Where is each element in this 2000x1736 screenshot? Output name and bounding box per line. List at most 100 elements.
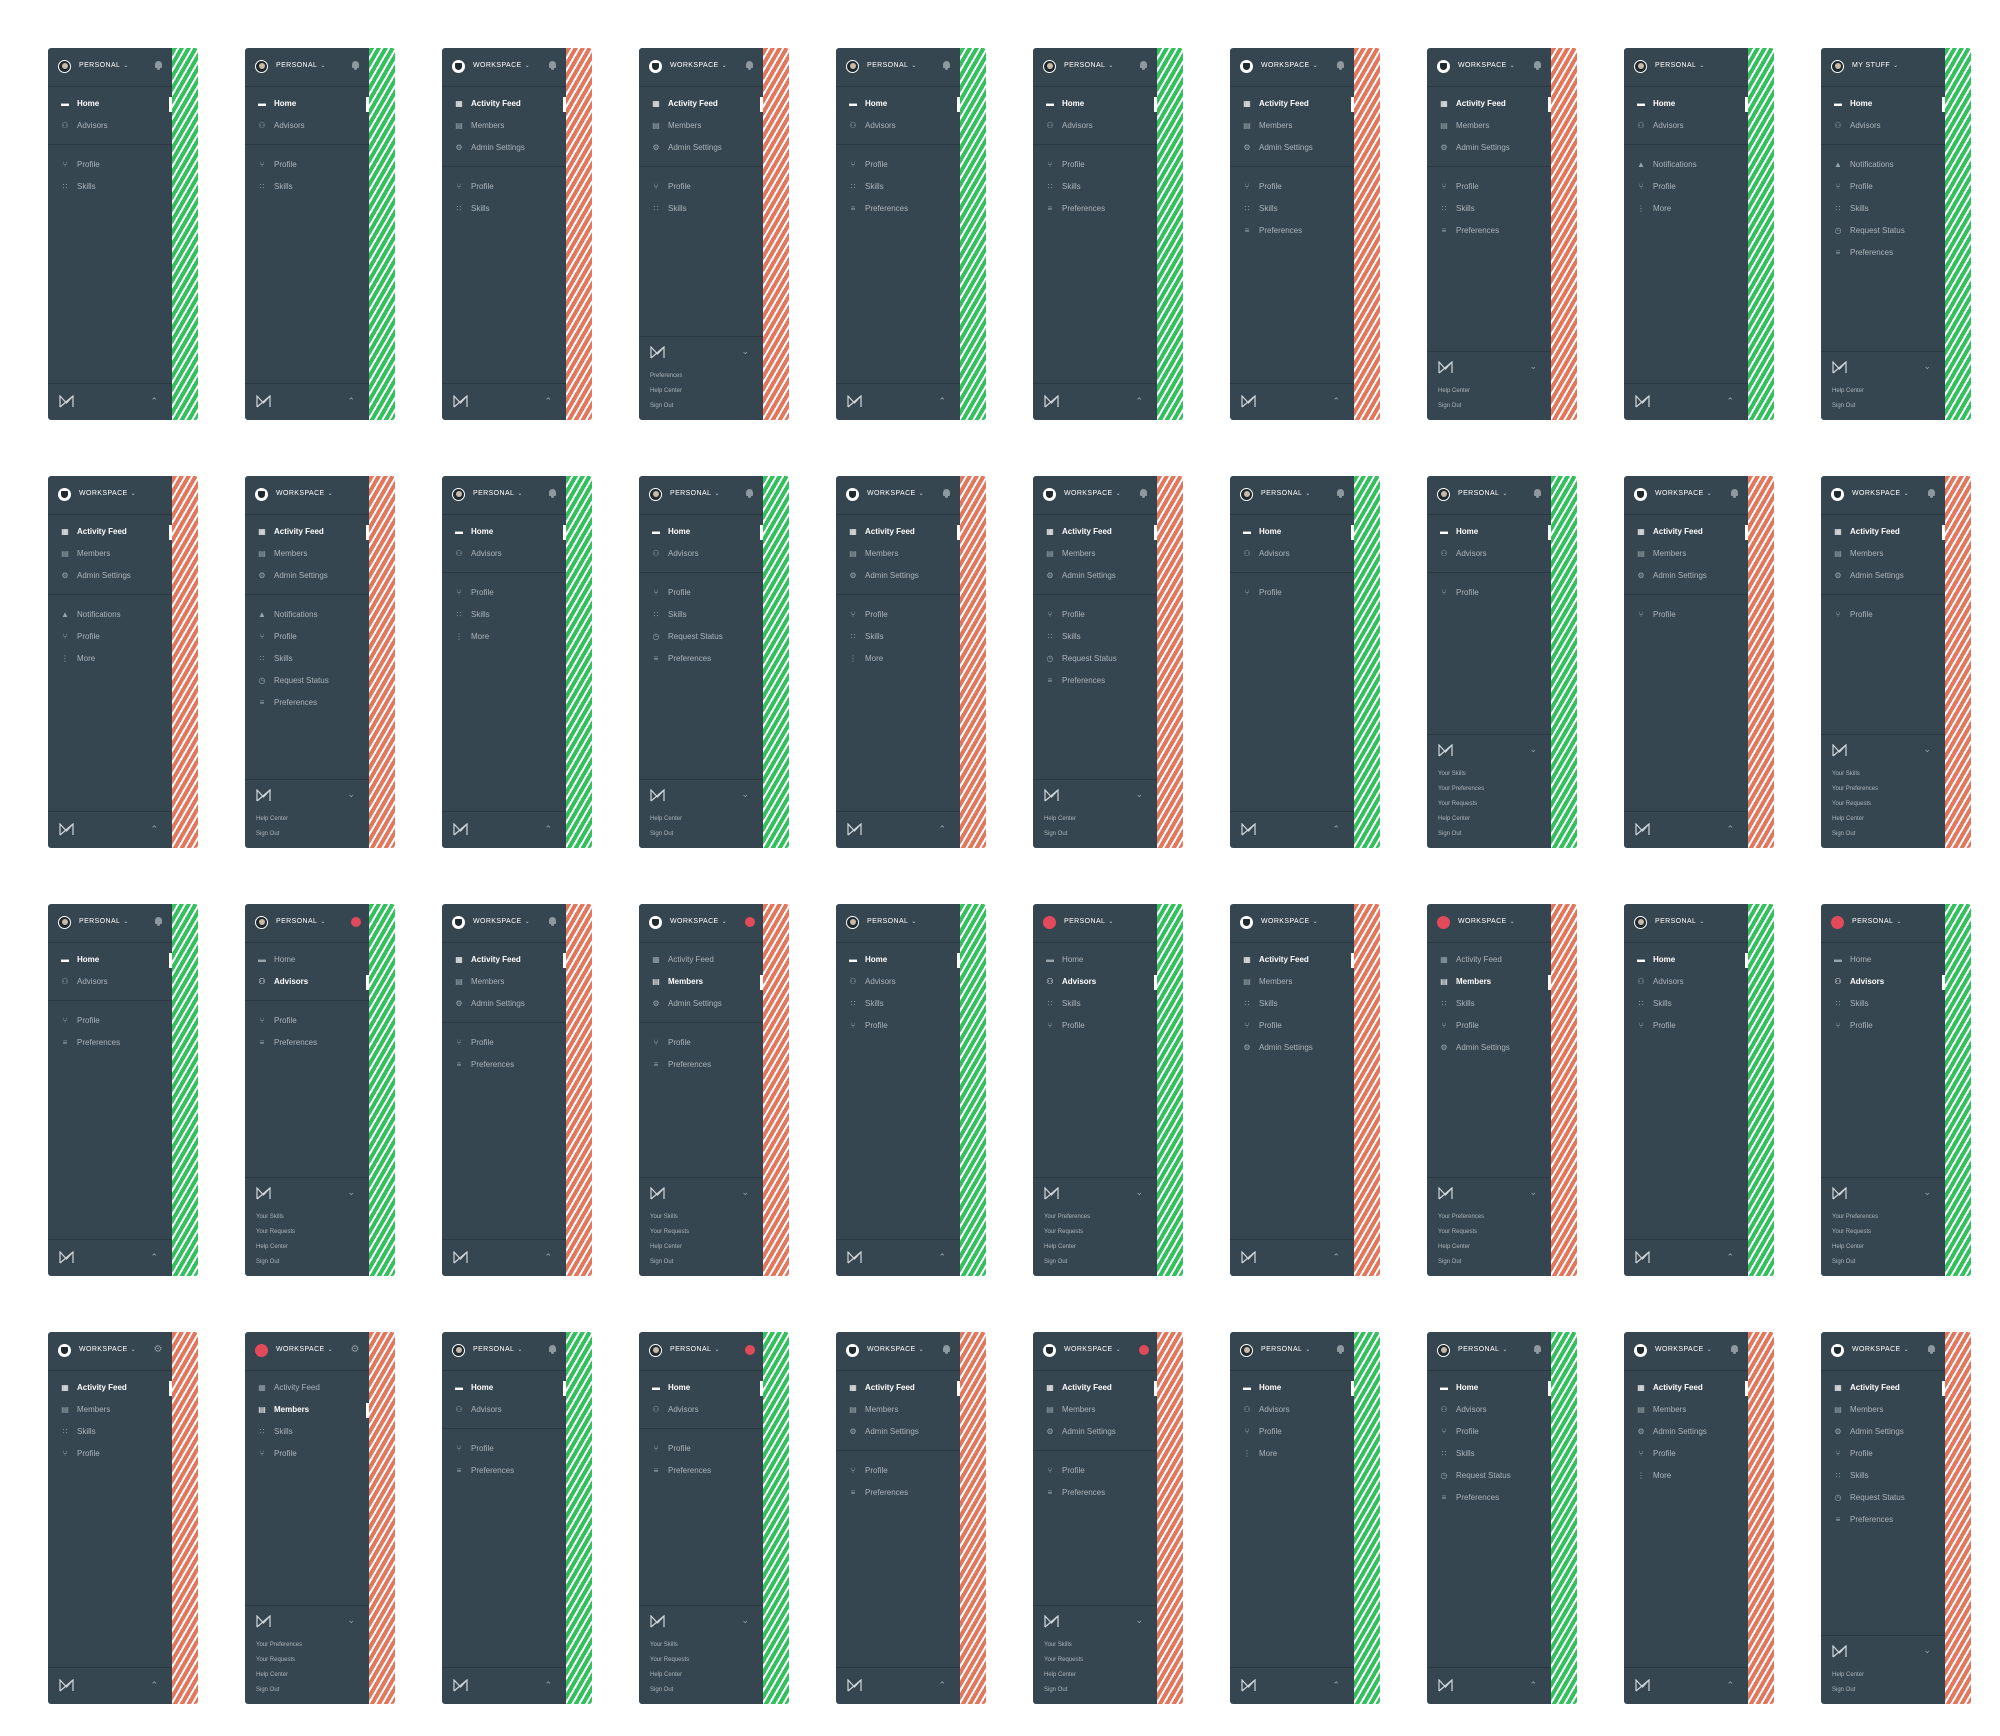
- chevron-up-icon[interactable]: ⌃: [1332, 1252, 1340, 1262]
- chevron-down-icon[interactable]: ⌄: [1529, 1187, 1537, 1197]
- nav-item-profile[interactable]: ⑂ Profile: [48, 1013, 172, 1031]
- menu-item-help-center[interactable]: Help Center: [1044, 1672, 1077, 1678]
- nav-item-admin-settings[interactable]: ⚙ Admin Settings: [1033, 568, 1157, 586]
- nav-item-advisors[interactable]: ⚇ Advisors: [836, 118, 960, 136]
- nav-item-activity-feed[interactable]: ▦ Activity Feed: [245, 1380, 369, 1398]
- nav-item-members[interactable]: ▤ Members: [1821, 1402, 1945, 1420]
- nav-item-home[interactable]: ▬ Home: [1427, 524, 1551, 542]
- notification-badge[interactable]: [745, 1345, 755, 1355]
- bell-icon[interactable]: [548, 61, 557, 70]
- chevron-up-icon[interactable]: ⌃: [1332, 396, 1340, 406]
- menu-item-your-preferences[interactable]: Your Preferences: [256, 1642, 303, 1648]
- nav-item-activity-feed[interactable]: ▦ Activity Feed: [1033, 1380, 1157, 1398]
- nav-item-activity-feed[interactable]: ▦ Activity Feed: [1821, 524, 1945, 542]
- nav-item-profile[interactable]: ⑂ Profile: [1624, 607, 1748, 625]
- nav-item-skills[interactable]: ∷ Skills: [1821, 201, 1945, 219]
- nav-item-members[interactable]: ▤ Members: [442, 118, 566, 136]
- chevron-up-icon[interactable]: ⌃: [544, 396, 552, 406]
- workspace-switcher[interactable]: PERSONAL ⌄: [639, 476, 763, 515]
- workspace-switcher[interactable]: WORKSPACE ⌄: [1033, 476, 1157, 515]
- menu-item-your-requests[interactable]: Your Requests: [650, 1657, 690, 1663]
- bell-icon[interactable]: [1927, 489, 1936, 498]
- nav-item-profile[interactable]: ⑂ Profile: [1230, 585, 1354, 603]
- workspace-switcher[interactable]: WORKSPACE ⌄: [1624, 476, 1748, 515]
- menu-item-sign-out[interactable]: Sign Out: [256, 1687, 280, 1693]
- nav-item-home[interactable]: ▬ Home: [1033, 952, 1157, 970]
- nav-item-home[interactable]: ▬ Home: [639, 524, 763, 542]
- nav-item-profile[interactable]: ⑂ Profile: [48, 157, 172, 175]
- nav-item-skills[interactable]: ∷ Skills: [1033, 629, 1157, 647]
- nav-item-more[interactable]: ⋮ More: [48, 651, 172, 669]
- nav-item-admin-settings[interactable]: ⚙ Admin Settings: [1230, 140, 1354, 158]
- nav-item-skills[interactable]: ∷ Skills: [1427, 996, 1551, 1014]
- menu-item-sign-out[interactable]: Sign Out: [1044, 1259, 1068, 1265]
- workspace-switcher[interactable]: WORKSPACE ⌄: [1033, 1332, 1157, 1371]
- nav-item-preferences[interactable]: ≡ Preferences: [245, 1035, 369, 1053]
- nav-item-members[interactable]: ▤ Members: [639, 118, 763, 136]
- menu-item-your-requests[interactable]: Your Requests: [256, 1229, 296, 1235]
- nav-item-preferences[interactable]: ≡ Preferences: [1427, 223, 1551, 241]
- nav-item-activity-feed[interactable]: ▦ Activity Feed: [836, 1380, 960, 1398]
- bell-icon[interactable]: [1533, 489, 1542, 498]
- bell-icon[interactable]: [351, 61, 360, 70]
- nav-item-notifications[interactable]: ▲ Notifications: [245, 607, 369, 625]
- nav-item-profile[interactable]: ⑂ Profile: [442, 585, 566, 603]
- account-footer[interactable]: ⌃: [836, 811, 960, 848]
- workspace-switcher[interactable]: PERSONAL ⌄: [1230, 476, 1354, 515]
- menu-item-help-center[interactable]: Help Center: [1438, 816, 1471, 822]
- nav-item-members[interactable]: ▤ Members: [48, 1402, 172, 1420]
- nav-item-admin-settings[interactable]: ⚙ Admin Settings: [1230, 1040, 1354, 1058]
- nav-item-profile[interactable]: ⑂ Profile: [1427, 1018, 1551, 1036]
- nav-item-advisors[interactable]: ⚇ Advisors: [639, 546, 763, 564]
- menu-item-help-center[interactable]: Help Center: [256, 1672, 289, 1678]
- account-footer[interactable]: ⌃: [1230, 1667, 1354, 1704]
- nav-item-advisors[interactable]: ⚇ Advisors: [1624, 118, 1748, 136]
- menu-item-sign-out[interactable]: Sign Out: [650, 831, 674, 837]
- nav-item-admin-settings[interactable]: ⚙ Admin Settings: [48, 568, 172, 586]
- nav-item-request-status[interactable]: ◷ Request Status: [245, 673, 369, 691]
- nav-item-members[interactable]: ▤ Members: [639, 974, 763, 992]
- account-footer[interactable]: ⌃: [442, 383, 566, 420]
- account-footer[interactable]: ⌃: [1624, 1239, 1748, 1276]
- account-footer[interactable]: ⌃: [836, 1239, 960, 1276]
- nav-item-admin-settings[interactable]: ⚙ Admin Settings: [1427, 140, 1551, 158]
- account-footer[interactable]: ⌃: [1624, 383, 1748, 420]
- menu-item-your-requests[interactable]: Your Requests: [1832, 1229, 1872, 1235]
- menu-item-help-center[interactable]: Help Center: [1044, 816, 1077, 822]
- nav-item-home[interactable]: ▬ Home: [442, 524, 566, 542]
- chevron-down-icon[interactable]: ⌄: [1923, 744, 1931, 754]
- menu-item-help-center[interactable]: Help Center: [1832, 388, 1865, 394]
- account-footer[interactable]: ⌃: [48, 1667, 172, 1704]
- account-footer[interactable]: ⌃: [442, 1667, 566, 1704]
- nav-item-advisors[interactable]: ⚇ Advisors: [639, 1402, 763, 1420]
- menu-item-your-skills[interactable]: Your Skills: [1832, 771, 1860, 777]
- chevron-up-icon[interactable]: ⌃: [1332, 1680, 1340, 1690]
- nav-item-preferences[interactable]: ≡ Preferences: [1230, 223, 1354, 241]
- nav-item-home[interactable]: ▬ Home: [1821, 952, 1945, 970]
- nav-item-request-status[interactable]: ◷ Request Status: [1821, 223, 1945, 241]
- workspace-switcher[interactable]: WORKSPACE ⌄: [245, 476, 369, 515]
- chevron-up-icon[interactable]: ⌃: [150, 1680, 158, 1690]
- workspace-switcher[interactable]: WORKSPACE ⌄: [1427, 904, 1551, 943]
- nav-item-admin-settings[interactable]: ⚙ Admin Settings: [639, 996, 763, 1014]
- menu-item-sign-out[interactable]: Sign Out: [650, 1687, 674, 1693]
- account-menu-header[interactable]: ⌄: [245, 779, 369, 812]
- menu-item-your-requests[interactable]: Your Requests: [1438, 801, 1478, 807]
- account-menu-header[interactable]: ⌄: [639, 779, 763, 812]
- menu-item-help-center[interactable]: Help Center: [1832, 816, 1865, 822]
- nav-item-admin-settings[interactable]: ⚙ Admin Settings: [442, 140, 566, 158]
- chevron-down-icon[interactable]: ⌄: [741, 789, 749, 799]
- chevron-up-icon[interactable]: ⌃: [938, 824, 946, 834]
- nav-item-preferences[interactable]: ≡ Preferences: [1427, 1490, 1551, 1508]
- notification-badge[interactable]: [351, 917, 361, 927]
- menu-item-your-requests[interactable]: Your Requests: [1044, 1229, 1084, 1235]
- nav-item-skills[interactable]: ∷ Skills: [245, 179, 369, 197]
- nav-item-profile[interactable]: ⑂ Profile: [1230, 1424, 1354, 1442]
- nav-item-skills[interactable]: ∷ Skills: [1427, 201, 1551, 219]
- chevron-down-icon[interactable]: ⌄: [1135, 1187, 1143, 1197]
- menu-item-preferences[interactable]: Preferences: [650, 373, 683, 379]
- workspace-switcher[interactable]: MY STUFF ⌄: [1821, 48, 1945, 87]
- nav-item-activity-feed[interactable]: ▦ Activity Feed: [639, 96, 763, 114]
- nav-item-skills[interactable]: ∷ Skills: [245, 1424, 369, 1442]
- chevron-up-icon[interactable]: ⌃: [1726, 1680, 1734, 1690]
